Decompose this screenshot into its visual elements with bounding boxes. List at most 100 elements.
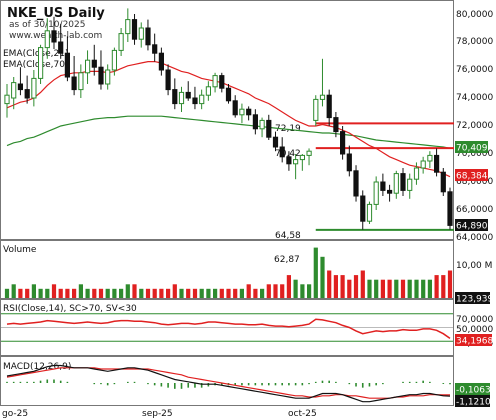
y-tick-label: 72,0000 (456, 121, 493, 131)
candle-body (118, 33, 124, 51)
candle-body (286, 156, 292, 165)
svg-text:68,384: 68,384 (456, 172, 488, 182)
volume-bar (320, 256, 325, 299)
volume-bar (293, 279, 298, 298)
volume-bar (233, 288, 238, 298)
volume-bar (213, 288, 218, 298)
volume-bar (85, 288, 90, 298)
candle-body (266, 119, 272, 138)
candle-body (17, 83, 23, 91)
candle-body (64, 52, 71, 78)
candle-body (11, 82, 17, 99)
volume-bar (199, 288, 204, 298)
price-pane-frame (0, 0, 454, 240)
badge-macd: -1,1210 (455, 395, 491, 408)
volume-bar (192, 288, 198, 298)
candle-body (387, 189, 393, 194)
volume-bar (38, 288, 43, 298)
candle-body (51, 30, 57, 43)
candle-body (393, 173, 399, 194)
volume-bar (327, 270, 332, 298)
volume-bar (421, 279, 426, 298)
volume-bar (414, 279, 419, 298)
candle-body (38, 47, 44, 79)
svg-text:-1,1210: -1,1210 (456, 398, 491, 408)
volume-bar (186, 288, 191, 298)
volume-bar (119, 288, 124, 298)
svg-text:-0,1063: -0,1063 (456, 386, 491, 396)
volume-bar (333, 275, 338, 298)
volume-bar (286, 275, 291, 298)
y-tick-label: 80,0000 (456, 10, 493, 20)
candle-body (131, 19, 138, 40)
volume-bar (179, 288, 184, 298)
y-tick-label: 66,0000 (456, 205, 493, 215)
candle-body (340, 131, 346, 155)
svg-text:64,890: 64,890 (456, 222, 488, 232)
candle-body (400, 173, 406, 191)
rsi-tick-label: 70,0000 (456, 315, 493, 325)
candle-body (434, 154, 440, 173)
y-tick-label: 74,0000 (456, 93, 493, 103)
volume-annotation: 62,87 (274, 255, 300, 265)
x-tick-label: oct-25 (288, 409, 317, 419)
volume-bar (441, 275, 446, 298)
candle-body (192, 97, 198, 105)
volume-bar (31, 284, 36, 299)
ema70-line (6, 115, 451, 149)
candle-body (319, 94, 326, 100)
candle-body (346, 153, 352, 172)
volume-bar (340, 275, 345, 298)
hline-label-64: 64,58 (275, 231, 301, 241)
volume-bar (226, 288, 231, 298)
volume-bar (360, 270, 365, 298)
volume-bar (407, 279, 412, 298)
volume-bar (353, 275, 359, 298)
candle-body (427, 154, 433, 162)
candle-body (299, 154, 305, 161)
candle-body (4, 94, 10, 105)
candle-body (125, 19, 131, 35)
rsi-tick-label: 50,0000 (456, 325, 493, 335)
candle-body (58, 41, 64, 54)
candle-body (293, 159, 299, 165)
badge-rsi: 34,1968 (455, 334, 493, 347)
svg-text:123,939: 123,939 (456, 295, 493, 305)
badge-ema21: 68,384 (455, 169, 488, 182)
volume-bar (125, 284, 130, 299)
candle-body (212, 75, 218, 88)
volume-bar (367, 279, 372, 298)
hline-label-70: 70,42 (275, 149, 301, 159)
volume-bar (139, 288, 144, 298)
candle-body (219, 75, 225, 89)
volume-bar (112, 288, 117, 298)
candle-body (85, 59, 91, 74)
candle-body (165, 69, 171, 91)
macd-line (6, 364, 451, 403)
candle-body (420, 160, 426, 169)
candle-body (172, 89, 178, 105)
candle-body (326, 94, 332, 119)
volume-bar (387, 279, 392, 298)
volume-bar (4, 288, 10, 298)
volume-bar (307, 284, 312, 299)
candle-body (252, 114, 259, 130)
y-tick-label: 76,0000 (456, 65, 493, 75)
candle-body (24, 89, 30, 99)
candle-body (232, 100, 238, 116)
svg-text:34,1968: 34,1968 (456, 337, 493, 347)
volume-bar (152, 288, 157, 298)
volume-bar (11, 284, 16, 299)
candle-body (178, 91, 185, 105)
volume-bar (273, 284, 278, 299)
volume-bar (105, 288, 110, 298)
volume-bar (380, 279, 385, 298)
volume-bar (266, 284, 271, 299)
volume-bar (447, 270, 453, 298)
ema70-label: EMA(Close,70) (3, 60, 68, 70)
macd-label: MACD(12,26,9) (3, 362, 71, 372)
volume-bar (280, 284, 285, 299)
volume-bar (300, 284, 305, 299)
candle-body (279, 146, 285, 158)
